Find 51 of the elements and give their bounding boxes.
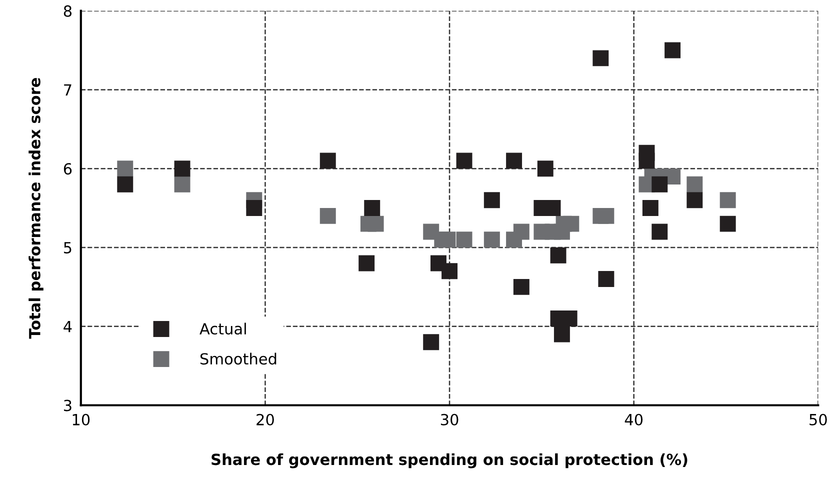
point (563, 216, 580, 232)
y-tick-label: 6 (64, 163, 72, 175)
y-tick-label: 8 (64, 5, 72, 17)
point (368, 216, 384, 232)
point (442, 263, 458, 280)
point (652, 224, 668, 240)
point (598, 208, 614, 224)
y-tick-label: 7 (64, 84, 72, 96)
point (598, 271, 614, 288)
point (686, 176, 703, 192)
point (513, 278, 530, 295)
legend-label: Smoothed (200, 352, 276, 365)
point (117, 160, 134, 177)
point (554, 326, 570, 342)
point (686, 192, 703, 208)
y-tick-label: 5 (64, 242, 72, 254)
point (592, 50, 609, 66)
point (484, 192, 500, 208)
point (358, 255, 375, 272)
point (423, 334, 440, 350)
point (174, 160, 190, 177)
point (550, 247, 566, 264)
point (484, 232, 500, 248)
point (642, 200, 658, 216)
x-tick-label: 10 (72, 414, 90, 426)
x-axis-title: Share of government spending on social protection (%) (212, 453, 688, 468)
point (506, 152, 522, 169)
y-tick-label: 4 (64, 321, 72, 332)
point (364, 200, 380, 216)
x-tick-label: 40 (624, 414, 643, 426)
point (440, 232, 456, 248)
point (537, 160, 554, 177)
point (652, 176, 668, 192)
point (638, 152, 655, 169)
y-tick-label: 3 (64, 400, 72, 412)
point (720, 192, 736, 208)
point (117, 176, 134, 192)
point (513, 224, 530, 240)
point (174, 176, 190, 192)
point (664, 42, 681, 58)
y-axis-title: Total performance index score (28, 78, 44, 339)
x-tick-label: 20 (256, 414, 274, 426)
legend-label: Actual (200, 322, 246, 335)
x-tick-label: 30 (440, 414, 458, 426)
point (320, 208, 336, 224)
point (720, 216, 736, 232)
x-tick-label: 50 (810, 414, 827, 426)
point (456, 152, 472, 169)
point (320, 152, 336, 169)
point (246, 200, 262, 216)
point (456, 232, 472, 248)
